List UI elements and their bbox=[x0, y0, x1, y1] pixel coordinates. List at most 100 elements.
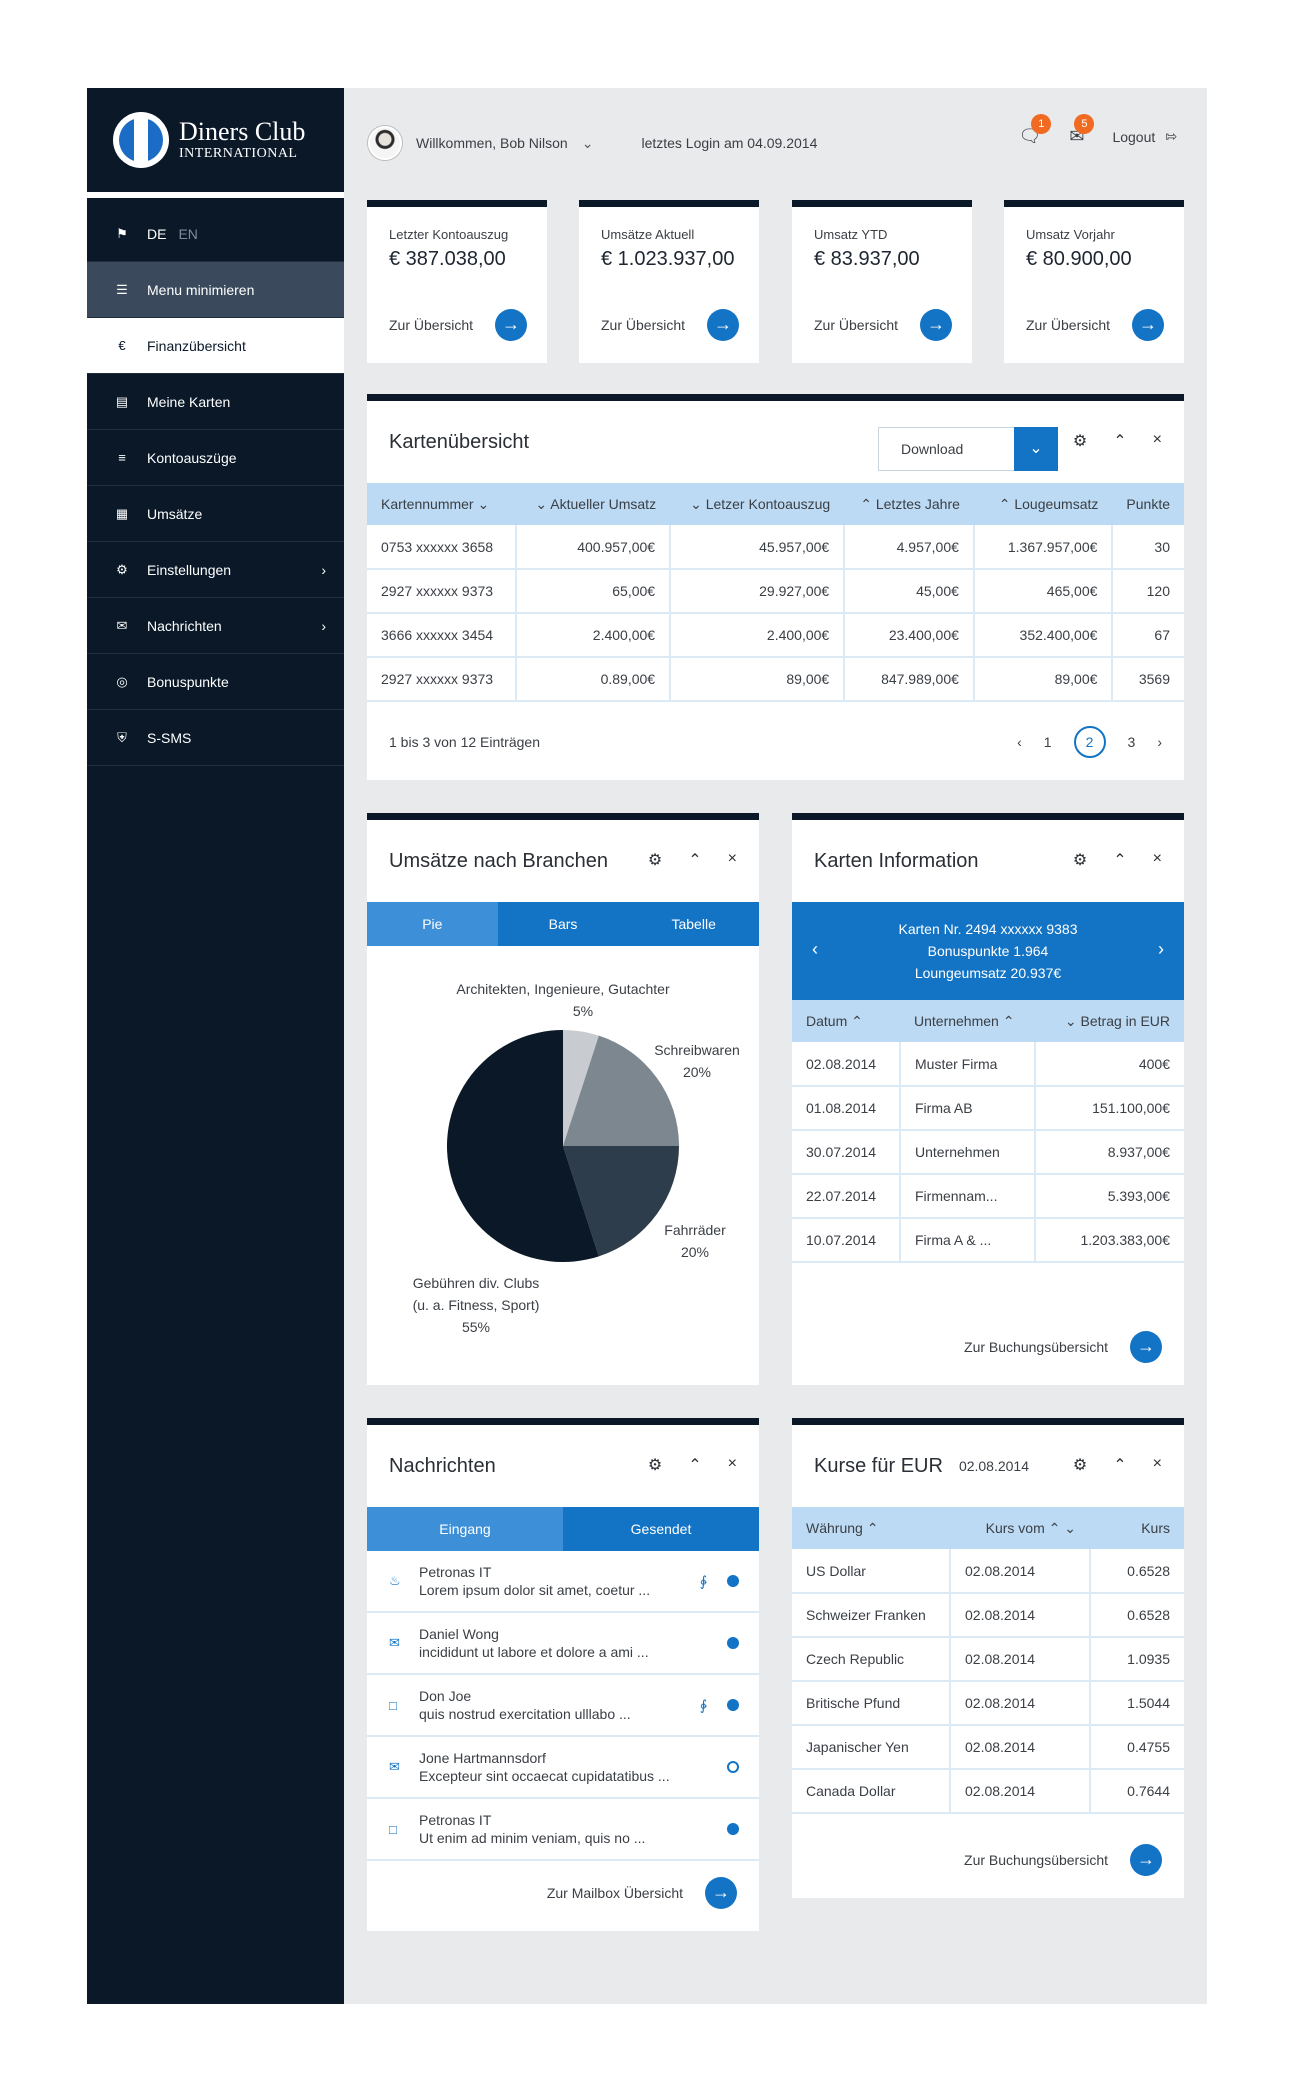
collapse-icon[interactable]: ⌃ bbox=[1113, 1457, 1127, 1474]
brand-logo[interactable]: Diners Club INTERNATIONAL bbox=[87, 88, 344, 198]
arrow-right-icon[interactable]: → bbox=[495, 309, 527, 341]
stat-link[interactable]: Zur Übersicht bbox=[601, 317, 686, 333]
pie-slice-2[interactable] bbox=[563, 1035, 679, 1146]
collapse-icon[interactable]: ⌃ bbox=[688, 1457, 702, 1474]
collapse-icon[interactable]: ⌃ bbox=[1113, 852, 1127, 869]
list-item[interactable]: □ Petronas IT Ut enim ad minim veniam, qu… bbox=[367, 1799, 759, 1861]
sidebar-item-nachrichten[interactable]: ✉ Nachrichten › bbox=[87, 598, 344, 654]
table-row[interactable]: 02.08.2014 Muster Firma 400€ bbox=[792, 1042, 1184, 1087]
table-row[interactable]: Schweizer Franken 02.08.2014 0.6528 bbox=[792, 1593, 1184, 1638]
tab-eingang[interactable]: Eingang bbox=[367, 1507, 563, 1551]
close-icon[interactable]: × bbox=[1152, 431, 1162, 448]
pie-slice-3[interactable] bbox=[563, 1146, 679, 1257]
lang-en[interactable]: EN bbox=[178, 225, 198, 242]
list-icon: ≡ bbox=[118, 450, 126, 465]
table-row[interactable]: Czech Republic 02.08.2014 1.0935 bbox=[792, 1637, 1184, 1682]
download-select[interactable]: Download ⌄ bbox=[878, 427, 1058, 471]
collapse-icon[interactable]: ⌃ bbox=[1113, 433, 1127, 450]
chevron-down-icon[interactable]: ⌄ bbox=[581, 134, 594, 151]
col-header[interactable]: ⌃ Letztes Jahre bbox=[844, 483, 974, 525]
col-header[interactable]: Kurs vom ⌃ ⌄ bbox=[950, 1507, 1090, 1549]
table-row[interactable]: Canada Dollar 02.08.2014 0.7644 bbox=[792, 1769, 1184, 1814]
gear-icon[interactable]: ⚙ bbox=[1072, 1457, 1088, 1474]
arrow-right-icon[interactable]: → bbox=[705, 1877, 737, 1909]
list-item[interactable]: ♨ Petronas IT Lorem ipsum dolor sit amet,… bbox=[367, 1551, 759, 1613]
tab-tabelle[interactable]: Tabelle bbox=[628, 902, 760, 946]
table-row[interactable]: US Dollar 02.08.2014 0.6528 bbox=[792, 1549, 1184, 1594]
arrow-right-icon[interactable]: → bbox=[1130, 1331, 1162, 1363]
tab-pie[interactable]: Pie bbox=[367, 902, 498, 946]
col-header[interactable]: Punkte bbox=[1112, 483, 1184, 525]
close-icon[interactable]: × bbox=[727, 1455, 737, 1472]
sidebar-item-finanzuebersicht[interactable]: € Finanzübersicht bbox=[87, 318, 344, 374]
chevron-right-icon[interactable]: › bbox=[1157, 734, 1162, 750]
chat-button[interactable]: 🗨 1 bbox=[1018, 114, 1052, 147]
gear-icon[interactable]: ⚙ bbox=[647, 1457, 663, 1474]
panel-title: Umsätze nach Branchen bbox=[389, 849, 609, 872]
page-1[interactable]: 1 bbox=[1043, 734, 1052, 750]
arrow-right-icon[interactable]: → bbox=[920, 309, 952, 341]
stat-link[interactable]: Zur Übersicht bbox=[389, 317, 474, 333]
sidebar-item-einstellungen[interactable]: ⚙ Einstellungen › bbox=[87, 542, 344, 598]
table-row[interactable]: Britische Pfund 02.08.2014 1.5044 bbox=[792, 1681, 1184, 1726]
bookings-link[interactable]: Zur Buchungsübersicht bbox=[964, 1852, 1108, 1868]
gear-icon[interactable]: ⚙ bbox=[1072, 433, 1088, 450]
page-2[interactable]: 2 bbox=[1073, 726, 1106, 758]
col-header[interactable]: Unternehmen ⌃ bbox=[900, 1000, 1035, 1042]
arrow-right-icon[interactable]: → bbox=[1130, 1844, 1162, 1876]
stat-link[interactable]: Zur Übersicht bbox=[1026, 317, 1111, 333]
col-header[interactable]: ⌄ Letzer Kontoauszug bbox=[670, 483, 845, 525]
col-header[interactable]: ⌄ Aktueller Umsatz bbox=[515, 483, 671, 525]
avatar[interactable] bbox=[368, 126, 402, 160]
arrow-right-icon[interactable]: → bbox=[1132, 309, 1164, 341]
logout-button[interactable]: Logout ⇰ bbox=[1112, 128, 1177, 145]
list-item[interactable]: □ Don Joe quis nostrud exercitation ullla… bbox=[367, 1675, 759, 1737]
table-row[interactable]: 22.07.2014 Firmennam... 5.393,00€ bbox=[792, 1174, 1184, 1219]
sidebar-item-s-sms[interactable]: ⛨ S-SMS bbox=[87, 710, 344, 766]
cell: 30.07.2014 bbox=[792, 1130, 901, 1175]
chevron-left-icon[interactable]: ‹ bbox=[1017, 734, 1022, 750]
col-header[interactable]: ⌄ Betrag in EUR bbox=[1035, 1000, 1184, 1042]
arrow-right-icon[interactable]: → bbox=[707, 309, 739, 341]
collapse-icon[interactable]: ⌃ bbox=[688, 852, 702, 869]
sidebar-item-umsaetze[interactable]: ▦ Umsätze bbox=[87, 486, 344, 542]
sidebar-item-menu-minimize[interactable]: ☰ Menu minimieren bbox=[87, 262, 344, 318]
pie-slice-4[interactable] bbox=[447, 1030, 599, 1262]
stat-link[interactable]: Zur Übersicht bbox=[814, 317, 899, 333]
tab-bars[interactable]: Bars bbox=[497, 902, 629, 946]
chevron-right-icon[interactable]: › bbox=[1158, 939, 1164, 959]
cell: 89,00€ bbox=[670, 657, 846, 702]
list-item[interactable]: ✉ Jone Hartmannsdorf Excepteur sint occae… bbox=[367, 1737, 759, 1799]
table-row[interactable]: Japanischer Yen 02.08.2014 0.4755 bbox=[792, 1725, 1184, 1770]
gear-icon[interactable]: ⚙ bbox=[647, 852, 663, 869]
bookings-link[interactable]: Zur Buchungsübersicht bbox=[964, 1339, 1108, 1355]
table-row[interactable]: 2927 xxxxxx 9373 65,00€ 29.927,00€ 45,00€ 46… bbox=[367, 569, 1184, 614]
table-row[interactable]: 30.07.2014 Unternehmen 8.937,00€ bbox=[792, 1130, 1184, 1175]
lang-de[interactable]: DE bbox=[147, 225, 167, 242]
col-header[interactable]: Kartennummer ⌄ bbox=[367, 483, 516, 525]
close-icon[interactable]: × bbox=[1152, 850, 1162, 867]
table-row[interactable]: 2927 xxxxxx 9373 0.89,00€ 89,00€ 847.989,00… bbox=[367, 657, 1184, 702]
mailbox-link[interactable]: Zur Mailbox Übersicht bbox=[546, 1885, 683, 1901]
pie-slice-1[interactable] bbox=[563, 1030, 599, 1146]
close-icon[interactable]: × bbox=[727, 850, 737, 867]
list-item[interactable]: ✉ Daniel Wong incididunt ut labore et dol… bbox=[367, 1613, 759, 1675]
sidebar-item-bonuspunkte[interactable]: ◎ Bonuspunkte bbox=[87, 654, 344, 710]
sidebar-item-meine-karten[interactable]: ▤ Meine Karten bbox=[87, 374, 344, 430]
table-row[interactable]: 0753 xxxxxx 3658 400.957,00€ 45.957,00€ 4.9… bbox=[367, 525, 1184, 570]
gear-icon[interactable]: ⚙ bbox=[1072, 852, 1088, 869]
close-icon[interactable]: × bbox=[1152, 1455, 1162, 1472]
chevron-left-icon[interactable]: ‹ bbox=[812, 939, 818, 959]
col-header[interactable]: Währung ⌃ bbox=[792, 1507, 950, 1549]
sidebar-item-kontoauszuege[interactable]: ≡ Kontoauszüge bbox=[87, 430, 344, 486]
col-header[interactable]: Datum ⌃ bbox=[792, 1000, 900, 1042]
col-header[interactable]: ⌃ Lougeumsatz bbox=[973, 483, 1113, 525]
mail-button[interactable]: ✉ 5 bbox=[1069, 114, 1095, 147]
page-3[interactable]: 3 bbox=[1127, 734, 1136, 750]
table-row[interactable]: 3666 xxxxxx 3454 2.400,00€ 2.400,00€ 23.400… bbox=[367, 613, 1184, 658]
tab-gesendet[interactable]: Gesendet bbox=[563, 1507, 759, 1551]
chevron-down-icon[interactable]: ⌄ bbox=[1014, 427, 1058, 471]
table-row[interactable]: 01.08.2014 Firma AB 151.100,00€ bbox=[792, 1086, 1184, 1131]
table-row[interactable]: 10.07.2014 Firma A & ... 1.203.383,00€ bbox=[792, 1218, 1184, 1263]
col-header[interactable]: Kurs bbox=[1090, 1507, 1184, 1549]
